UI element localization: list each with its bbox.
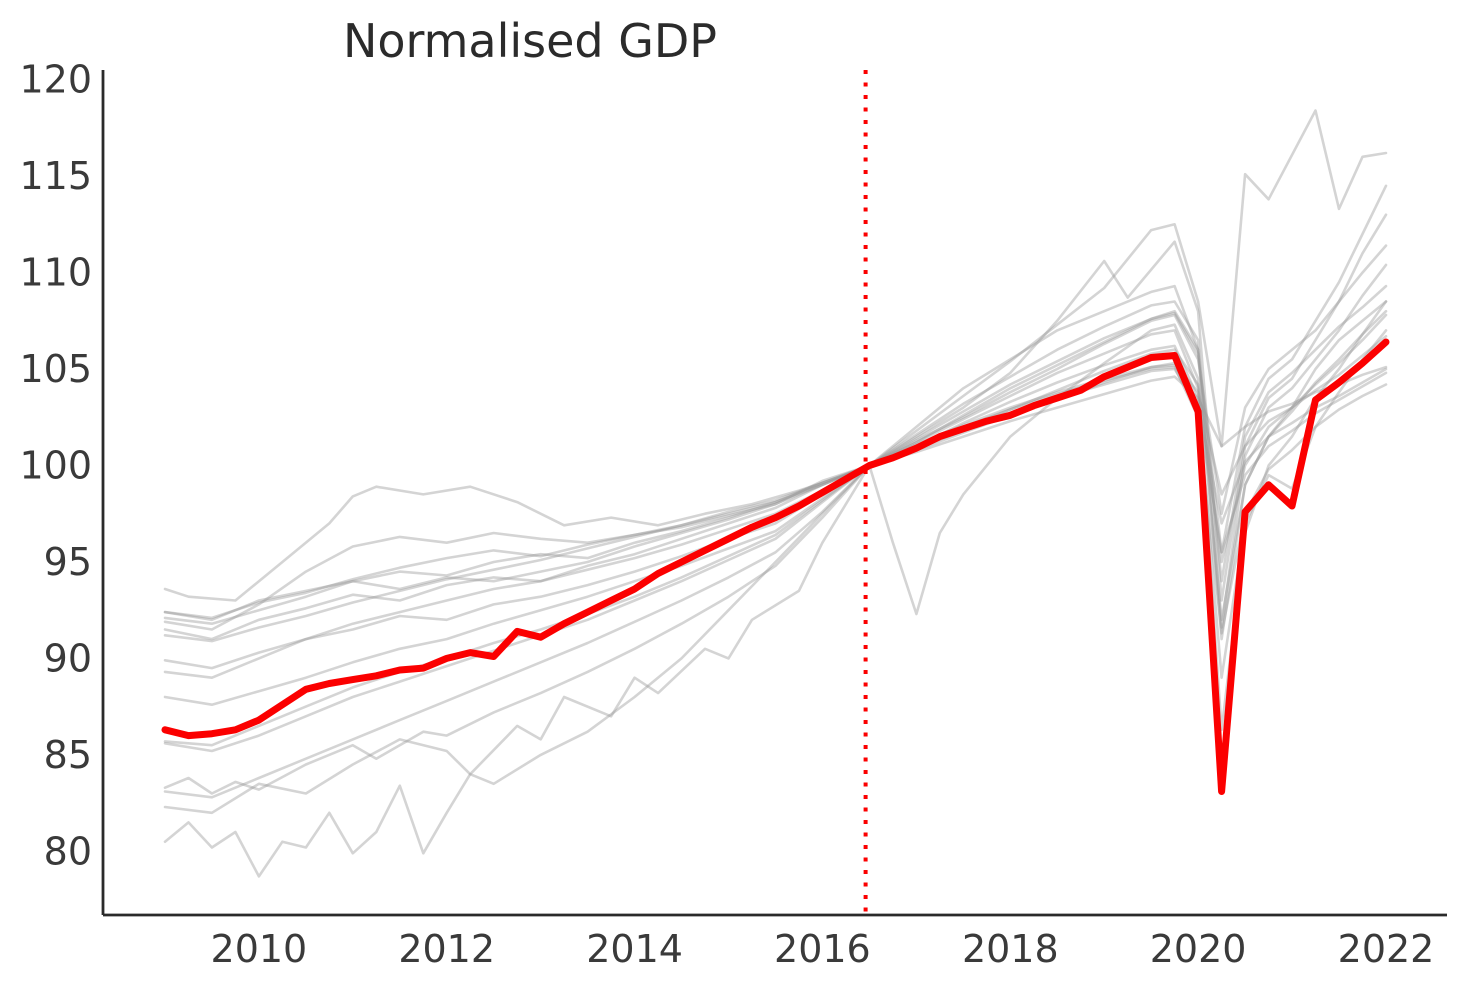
x-tick-label: 2010	[211, 927, 308, 971]
y-tick-label: 85	[44, 733, 92, 777]
y-tick-label: 110	[19, 251, 92, 295]
chart-title: Normalised GDP	[342, 14, 718, 68]
background-series-line	[163, 244, 1388, 626]
highlighted-series-line	[161, 338, 1390, 795]
x-tick-label: 2016	[774, 927, 871, 971]
x-tick-label: 2014	[586, 927, 683, 971]
background-series-line	[163, 284, 1388, 631]
background-series-line	[163, 309, 1388, 815]
y-tick-label: 80	[44, 829, 92, 873]
y-tick-label: 115	[19, 154, 92, 198]
y-tick-label: 100	[19, 443, 92, 487]
tick-labels-group: 80 85 90 95 100 105 110 115 120 2010 2012 2014 2016 2…	[19, 58, 1434, 971]
x-tick-label: 2022	[1338, 927, 1435, 971]
background-series-line	[163, 184, 1388, 622]
x-tick-label: 2020	[1150, 927, 1247, 971]
background-series-line	[163, 284, 1388, 878]
background-series-line	[163, 213, 1388, 680]
y-tick-label: 95	[44, 540, 92, 584]
x-tick-label: 2018	[962, 927, 1059, 971]
x-tick-label: 2012	[398, 927, 495, 971]
y-tick-label: 105	[19, 347, 92, 391]
background-series-line	[163, 300, 1388, 732]
y-tick-label: 120	[19, 58, 92, 102]
y-tick-label: 90	[44, 636, 92, 680]
axes-group	[101, 70, 1447, 917]
highlighted-series-group	[161, 338, 1390, 795]
